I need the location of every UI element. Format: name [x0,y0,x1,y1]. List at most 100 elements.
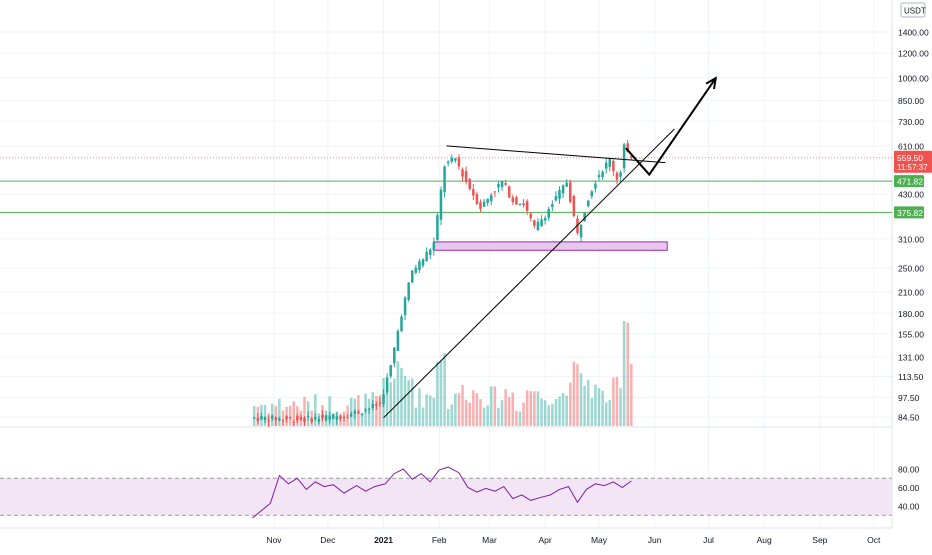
volume-bar [529,391,533,426]
current-price-badge [894,150,932,173]
candle-body [389,365,392,377]
candle-body [608,158,612,167]
volume-bar [604,402,608,426]
trendline [383,128,675,419]
volume-bar [536,391,540,426]
candle-body [518,203,522,205]
candle-body [597,175,601,178]
volume-bar [626,322,629,426]
price-tick-label: 430.00 [898,189,924,199]
levels-layer [0,157,892,213]
candle-body [572,196,576,216]
candle-body [349,413,353,417]
volume-bar [540,398,543,426]
price-tick-label: 310.00 [898,234,924,244]
time-tick-label: Nov [266,535,282,545]
candle-body [472,189,475,196]
price-tick-label: 730.00 [898,117,924,127]
price-tick-label: 1000.00 [898,74,929,84]
candle-body [400,316,403,331]
time-tick-label: 2021 [374,535,393,545]
price-tick-label: 1400.00 [898,28,929,38]
volume-bar [385,382,389,426]
candle-body [288,417,292,419]
candle-body [601,171,604,178]
volume-bar [518,411,522,426]
volume-bar [468,402,471,426]
support-zone [433,241,668,251]
candle-body [490,195,493,202]
volume-bar [597,388,601,426]
volume-bar [461,385,464,426]
candle-body [260,416,263,420]
volume-bar [400,367,403,426]
candle-body [586,200,590,207]
price-tick-label: 180.00 [898,309,924,319]
volume-bar [486,405,489,426]
price-tick-label: 97.50 [898,393,920,403]
candle-body [511,197,515,203]
candle-body [342,416,346,418]
volume-bar [507,396,511,426]
candle-body [454,158,457,161]
candle-body [357,411,360,414]
price-tick-label: 155.00 [898,329,924,339]
candle-body [475,194,479,204]
volume-bar [569,382,572,426]
volume-bar [288,405,292,426]
volume-bar [403,376,407,426]
volume-bar [450,404,454,426]
level-price-badge [894,206,924,219]
volume-bar [590,397,594,426]
candle-body [335,416,339,421]
volume-bar [428,395,432,426]
volume-bar [472,390,475,426]
candle-body [285,416,288,420]
volume-bar [608,399,612,426]
candle-body [414,267,418,273]
candle-body [533,220,536,226]
rsi-tick-label: 60.00 [898,483,920,493]
volume-bar [454,393,457,426]
candle-body [321,414,324,418]
candle-body [314,417,317,420]
candle-body [303,417,306,422]
volume-bar [533,391,536,426]
volume-bar [393,378,396,426]
projection-arrow [625,77,717,177]
candle-body [540,219,543,227]
volume-bar [586,379,590,426]
candle-body [281,419,285,421]
volume-bar [457,393,461,426]
trendline [446,145,666,164]
volume-bar [389,382,392,426]
candle-body [446,161,450,164]
candles-layer [252,139,633,427]
candle-body [522,203,525,206]
volume-bar [375,396,378,426]
time-tick-label: Mar [482,535,497,545]
candle-body [515,197,518,205]
candle-body [375,403,378,406]
time-tick-label: May [591,535,608,545]
volume-bar [565,395,568,426]
level-price-badge [894,175,924,188]
price-tick-label: 113.50 [898,372,924,382]
candle-body [561,185,565,194]
candle-body [263,417,267,420]
candle-body [428,249,432,256]
volume-bar [421,407,425,426]
candle-body [622,144,626,169]
candle-body [411,270,414,283]
candle-body [296,416,299,421]
time-tick-label: Aug [757,535,772,545]
candle-body [590,191,594,197]
candle-body [378,402,382,404]
time-tick-label: Feb [432,535,447,545]
volume-bar [479,399,482,426]
candle-body [479,202,482,210]
candle-body [525,201,529,211]
volume-bar [601,390,604,426]
candle-body [482,201,486,207]
candle-body [371,403,375,408]
